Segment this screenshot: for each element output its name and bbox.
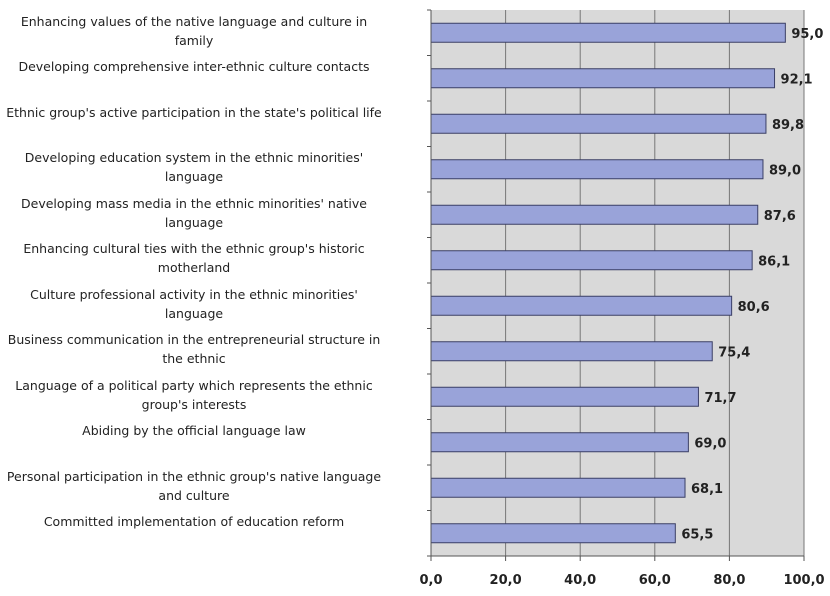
data-label: 89,0: [769, 163, 801, 178]
bar: [430, 295, 733, 316]
data-label: 65,5: [681, 527, 713, 542]
x-tick-label: 80,0: [713, 573, 745, 588]
x-tick-label: 60,0: [639, 573, 671, 588]
category-label: Language of a political party which repr…: [15, 377, 373, 412]
data-label: 92,1: [781, 72, 813, 87]
x-tick-label: 40,0: [564, 573, 596, 588]
bar: [430, 386, 699, 407]
bar: [430, 68, 776, 89]
gridlines: [430, 10, 805, 561]
category-label: Developing comprehensive inter-ethnic cu…: [18, 59, 370, 75]
data-label: 80,6: [738, 300, 770, 315]
data-label: 95,0: [791, 27, 823, 42]
category-label: Enhancing values of the native language …: [20, 13, 368, 48]
category-label: Developing education system in the ethni…: [24, 150, 364, 185]
bar: [430, 22, 786, 43]
axes: [427, 9, 804, 557]
data-label: 87,6: [764, 209, 796, 224]
data-label: 71,7: [704, 391, 736, 406]
category-label: Abiding by the official language law: [82, 423, 306, 439]
bar: [430, 159, 764, 180]
bar: [430, 477, 686, 498]
x-tick-label: 20,0: [490, 573, 522, 588]
data-label: 75,4: [718, 345, 750, 360]
category-label: Committed implementation of education re…: [43, 514, 345, 530]
bars: [430, 22, 786, 544]
data-label: 86,1: [758, 254, 790, 269]
data-label: 69,0: [694, 436, 726, 451]
category-label: Culture professional activity in the eth…: [30, 286, 358, 321]
x-tick-label: 0,0: [419, 573, 442, 588]
x-tick-label: 100,0: [783, 573, 824, 588]
data-label: 89,8: [772, 118, 804, 133]
value-labels: 95,0 92,1 89,8 89,0 87,6 86,1 80,6 75,4 71,7 69,0…: [681, 27, 823, 543]
plot-area: [431, 10, 804, 556]
bar: [430, 432, 689, 453]
category-label: Business communication in the entreprene…: [7, 332, 381, 367]
category-label: Developing mass media in the ethnic mino…: [21, 195, 367, 230]
category-label: Enhancing cultural ties with the ethnic …: [23, 241, 365, 276]
category-label: Ethnic group's active participation in t…: [6, 104, 382, 120]
bar: [430, 523, 676, 544]
bar: [430, 250, 753, 271]
bar: [430, 113, 767, 134]
x-tick-labels: 0,0 20,0 40,0 60,0 80,0 100,0: [419, 573, 824, 588]
bar: [430, 341, 713, 362]
category-label: Personal participation in the ethnic gro…: [6, 468, 382, 503]
bar: [430, 204, 759, 225]
data-label: 68,1: [691, 482, 723, 497]
